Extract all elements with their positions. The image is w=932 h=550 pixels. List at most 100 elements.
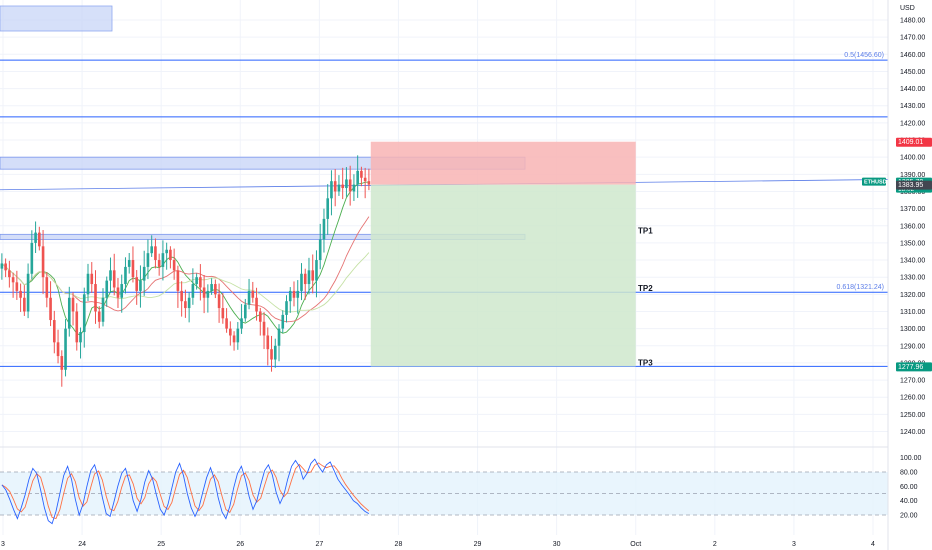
time-tick-label: 28 xyxy=(395,541,403,548)
time-tick-label: 26 xyxy=(236,541,244,548)
candle xyxy=(236,322,240,350)
candle-body xyxy=(176,270,180,291)
candle xyxy=(154,238,157,269)
candle xyxy=(247,278,251,310)
price-axis: USD 1480.00 1470.00 1460.00 1450.00 1440.00 14… xyxy=(887,0,932,550)
candle xyxy=(120,274,124,313)
candle-body xyxy=(285,301,288,315)
candle xyxy=(165,242,168,270)
candle-body xyxy=(318,239,322,261)
candle xyxy=(19,283,22,312)
time-tick-label: 24 xyxy=(78,541,86,548)
candle xyxy=(45,272,49,308)
price-tick-label: 1250.00 xyxy=(900,412,925,419)
price-label-box xyxy=(896,362,932,372)
candle-body xyxy=(8,270,11,278)
candle xyxy=(285,295,288,323)
stochastic-tick-label: 20.00 xyxy=(900,513,918,520)
candle xyxy=(161,240,165,281)
candle-body xyxy=(146,253,150,267)
candle-body xyxy=(75,311,79,343)
candle xyxy=(8,260,11,288)
candle-body xyxy=(154,246,157,261)
candle-body xyxy=(214,284,217,295)
candle xyxy=(322,208,326,253)
candle-body xyxy=(341,184,344,189)
time-tick-label: 4 xyxy=(871,541,875,548)
time-tick-label: 3 xyxy=(792,541,796,548)
candle-body xyxy=(337,184,341,192)
candle xyxy=(82,287,86,348)
symbol-badge xyxy=(862,177,886,186)
candle-body xyxy=(112,270,116,288)
candle-body xyxy=(281,314,285,329)
candle-body xyxy=(94,284,97,312)
candle xyxy=(105,276,109,307)
candle xyxy=(307,257,311,295)
candle xyxy=(232,331,236,351)
candle xyxy=(11,272,15,298)
candle xyxy=(142,250,146,296)
price-tick-label: 1300.00 xyxy=(900,326,925,333)
candle xyxy=(277,324,281,362)
candle-body xyxy=(180,290,183,302)
candle-body xyxy=(270,349,273,360)
price-tick-label: 1360.00 xyxy=(900,223,925,230)
candle-body xyxy=(56,342,60,357)
price-tick-label: 1270.00 xyxy=(900,378,925,385)
candle-body xyxy=(360,170,363,178)
tag-tp3: TP3 xyxy=(638,358,653,367)
candle-body xyxy=(367,181,371,185)
candle-body xyxy=(262,321,266,336)
candle-body xyxy=(34,232,37,243)
candle-body xyxy=(101,297,105,322)
candle xyxy=(127,252,131,274)
candle xyxy=(243,298,247,322)
candle-body xyxy=(131,260,135,278)
price-tick-label: 1320.00 xyxy=(900,292,925,299)
candle-body xyxy=(49,297,52,321)
candle-body xyxy=(199,277,202,288)
candle xyxy=(345,167,348,197)
candle-body xyxy=(26,273,30,312)
price-tick-label: 1460.00 xyxy=(900,52,925,59)
stochastic-tick-label: 100.00 xyxy=(900,455,922,462)
stop-zone xyxy=(370,141,636,185)
candle xyxy=(258,307,262,336)
candle xyxy=(64,319,67,377)
candle xyxy=(75,303,79,351)
candle xyxy=(187,292,191,323)
candle xyxy=(352,174,356,201)
price-tick-label: 1350.00 xyxy=(900,240,925,247)
candle-body xyxy=(23,297,26,312)
price-tick-label: 1310.00 xyxy=(900,309,925,316)
price-tick-label: 1450.00 xyxy=(900,69,925,76)
candle xyxy=(71,292,75,326)
candle xyxy=(202,274,206,314)
candle xyxy=(67,286,71,337)
candle-body xyxy=(184,301,187,309)
candle-body xyxy=(232,335,236,343)
price-label-text: 1383.95 xyxy=(898,182,923,189)
candle-body xyxy=(135,277,139,291)
candle xyxy=(266,327,270,366)
price-tick-label: 1390.00 xyxy=(900,172,925,179)
position-tool[interactable] xyxy=(370,141,636,367)
candle-body xyxy=(356,170,359,185)
candle-body xyxy=(105,280,109,298)
candle-body xyxy=(266,335,270,350)
time-tick-label: 2 xyxy=(713,541,717,548)
candle xyxy=(195,273,198,290)
candle-body xyxy=(326,198,330,219)
candle xyxy=(90,262,94,293)
candle-body xyxy=(41,246,45,278)
candle xyxy=(131,246,135,283)
candle xyxy=(221,293,225,324)
tag-tp1: TP1 xyxy=(638,226,653,235)
time-axis: 3 24 25 26 27 28 29 30 Oct 2 3 4 xyxy=(1,541,875,548)
tag-tp2: TP2 xyxy=(638,284,653,293)
stochastic-tick-label: 80.00 xyxy=(900,470,918,477)
candle-body xyxy=(300,273,303,291)
